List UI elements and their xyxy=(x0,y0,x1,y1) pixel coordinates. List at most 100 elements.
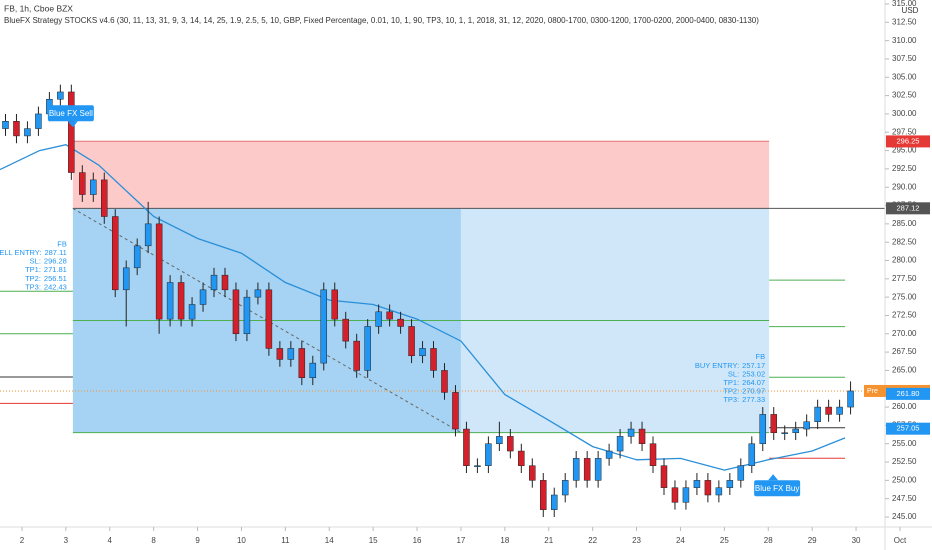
x-tick-label: 2 xyxy=(20,536,25,545)
candle-body xyxy=(133,245,141,269)
candle-body xyxy=(748,443,756,466)
signal-line-value: 253.02 xyxy=(742,369,765,378)
candle-body xyxy=(265,289,273,349)
x-tick-label: 16 xyxy=(413,536,422,545)
candle-body xyxy=(287,348,295,360)
y-tick-label: 290.00 xyxy=(892,182,917,191)
signal-line-label: TP1: xyxy=(723,378,739,387)
candle-body xyxy=(770,414,777,433)
y-tick-label: 292.50 xyxy=(892,164,917,173)
signal-symbol: FB xyxy=(756,352,766,361)
y-tick-label: 252.50 xyxy=(892,457,917,466)
y-tick-label: 282.50 xyxy=(892,237,917,246)
x-tick-label: 21 xyxy=(544,536,553,545)
candle-body xyxy=(452,392,459,430)
signal-line: SL: 253.02 xyxy=(728,369,765,378)
signal-line-value: 271.81 xyxy=(44,265,67,274)
candle-body xyxy=(616,436,624,452)
candle-body xyxy=(331,289,338,320)
x-tick-label: 4 xyxy=(108,536,113,545)
signal-line-label: TP3: xyxy=(723,395,739,404)
candle-body xyxy=(177,282,185,320)
candle-body xyxy=(671,487,679,503)
candle-body xyxy=(79,172,86,195)
y-tick-label: 250.00 xyxy=(892,475,917,484)
candle-body xyxy=(550,494,558,510)
y-tick-label: 247.50 xyxy=(892,494,917,503)
candle-body xyxy=(507,436,514,452)
signal-line: SELL ENTRY:287.11 xyxy=(0,248,67,257)
candle-body xyxy=(254,289,262,298)
candle-body xyxy=(430,348,437,371)
y-tick-label: 315.00 xyxy=(892,0,917,8)
candle-body xyxy=(210,274,218,291)
x-tick-label: 9 xyxy=(195,536,200,545)
candle-body xyxy=(298,348,306,379)
y-tick-label: 275.00 xyxy=(892,292,917,301)
candle-body xyxy=(155,223,163,320)
candle-body xyxy=(144,223,152,247)
candle-body xyxy=(605,450,613,459)
candle-body xyxy=(441,370,448,393)
y-tick-label: 300.00 xyxy=(892,109,917,118)
x-tick-label: 11 xyxy=(281,536,290,545)
x-tick-label: 17 xyxy=(456,536,465,545)
signal-line-value: 264.07 xyxy=(742,378,765,387)
candle-body xyxy=(57,91,64,100)
x-tick-label: Oct xyxy=(894,536,907,545)
y-tick-label: 272.50 xyxy=(892,311,917,320)
y-tick-label: 260.00 xyxy=(892,402,917,411)
y-tick-label: 270.00 xyxy=(892,329,917,338)
candle-body xyxy=(496,436,503,444)
candle-body xyxy=(188,304,196,320)
price-tag-label: 287.12 xyxy=(897,203,920,212)
candle-body xyxy=(572,458,580,481)
signal-line: TP2: 256.51 xyxy=(25,274,67,283)
candle-body xyxy=(199,289,207,305)
candle-body xyxy=(166,282,174,320)
candle-body xyxy=(2,121,9,129)
candle-body xyxy=(13,121,20,137)
signal-line: SL: 296.28 xyxy=(30,257,67,266)
y-tick-label: 277.50 xyxy=(892,274,917,283)
signal-line-label: TP3: xyxy=(25,282,41,291)
x-tick-label: 14 xyxy=(325,536,334,545)
price-tag xyxy=(886,202,930,215)
price-tag xyxy=(886,135,930,148)
x-tick-label: 29 xyxy=(808,536,817,545)
x-tick-label: 18 xyxy=(500,536,509,545)
x-tick-label: 24 xyxy=(676,536,685,545)
candle-body xyxy=(737,465,745,481)
candle-body xyxy=(375,311,382,327)
candle-body xyxy=(781,432,788,434)
y-tick-label: 285.00 xyxy=(892,219,917,228)
candle-body xyxy=(353,340,360,371)
x-tick-label: 8 xyxy=(151,536,156,545)
x-tick-label: 30 xyxy=(852,536,861,545)
candle-body xyxy=(232,289,240,335)
signal-line-value: 257.17 xyxy=(742,361,765,370)
candle-body xyxy=(825,406,832,415)
header-bg xyxy=(0,0,560,27)
signal-name: Blue FX Sell xyxy=(49,109,93,118)
y-tick-label: 295.00 xyxy=(892,146,917,155)
candle-body xyxy=(638,428,646,444)
signal-line: TP1: 271.81 xyxy=(25,265,67,274)
candle-body xyxy=(759,414,767,444)
signal-line: BUY ENTRY: 257.17 xyxy=(695,361,765,370)
x-tick-label: 22 xyxy=(588,536,597,545)
x-tick-label: 23 xyxy=(632,536,641,545)
candle-body xyxy=(693,480,701,488)
candle-body xyxy=(320,289,328,364)
y-tick-label: 302.50 xyxy=(892,91,917,100)
candle-body xyxy=(583,458,591,481)
candle-body xyxy=(594,458,602,481)
candle-body xyxy=(627,428,635,437)
signal-line-value: 277.33 xyxy=(742,395,765,404)
signal-pointer xyxy=(768,474,779,481)
candle-body xyxy=(221,274,229,291)
signal-line-value: 270.97 xyxy=(742,387,765,396)
candle-body xyxy=(540,480,547,510)
candle-body xyxy=(485,443,492,466)
signal-line-label: SL: xyxy=(30,257,41,266)
